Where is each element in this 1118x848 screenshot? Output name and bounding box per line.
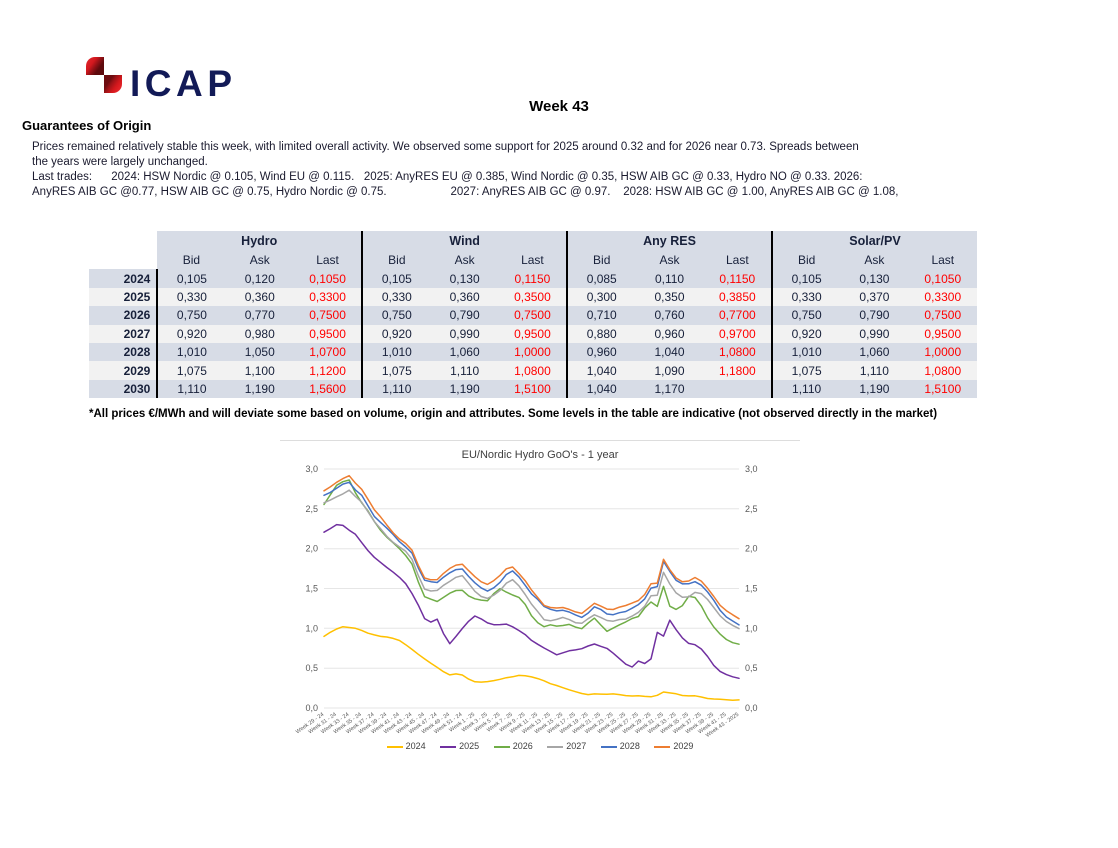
svg-text:1,0: 1,0 — [305, 623, 318, 633]
svg-text:1,5: 1,5 — [745, 584, 758, 594]
svg-text:0,0: 0,0 — [305, 703, 318, 713]
svg-text:2,0: 2,0 — [305, 544, 318, 554]
svg-text:2,5: 2,5 — [305, 504, 318, 514]
svg-text:0,0: 0,0 — [745, 703, 758, 713]
svg-text:0,5: 0,5 — [305, 663, 318, 673]
svg-text:3,0: 3,0 — [745, 464, 758, 474]
svg-text:1,5: 1,5 — [305, 584, 318, 594]
svg-text:3,0: 3,0 — [305, 464, 318, 474]
svg-text:2,0: 2,0 — [745, 544, 758, 554]
svg-text:2,5: 2,5 — [745, 504, 758, 514]
svg-text:0,5: 0,5 — [745, 663, 758, 673]
svg-text:1,0: 1,0 — [745, 623, 758, 633]
